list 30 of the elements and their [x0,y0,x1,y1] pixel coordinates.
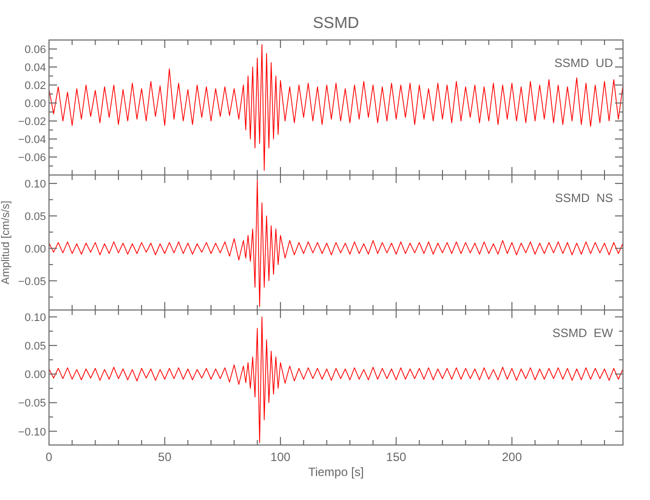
y-tick-label: 0.04 [24,62,46,74]
y-tick-label: 0.00 [24,369,46,382]
line-series [49,180,623,308]
annotation: SSMD EW [552,326,614,340]
x-tick-label: 200 [502,450,522,464]
y-tick-label: 0.10 [24,312,46,324]
x-tick-label: 0 [46,450,53,464]
x-axis-title: Tiempo [s] [308,465,364,479]
y-tick-label: 0.00 [24,243,46,256]
line-series [49,316,623,444]
chart-title: SSMD [312,15,360,32]
line-series [49,44,623,171]
annotation: SSMD UD [554,56,614,70]
y-tick-label: 0.05 [24,340,46,352]
y-tick-label: −0.06 [18,152,46,164]
y-tick-label: −0.02 [18,116,46,128]
y-tick-label: 0.00 [24,98,46,110]
y-tick-label: −0.05 [18,276,46,288]
annotation: SSMD NS [554,191,613,205]
y-tick-label: −0.10 [18,426,46,438]
x-tick-label: 50 [158,450,172,464]
y-tick-label: −0.05 [18,398,46,410]
y-tick-label: 0.02 [24,80,46,92]
y-tick-label: 0.10 [24,178,46,190]
x-tick-label: 150 [386,450,407,464]
y-tick-label: −0.04 [18,134,46,146]
x-tick-label: 100 [270,450,291,464]
y-axis-title: Amplitud [cm/s/s] [0,200,12,284]
y-tick-label: 0.05 [24,210,46,223]
y-tick-label: 0.06 [24,44,46,56]
